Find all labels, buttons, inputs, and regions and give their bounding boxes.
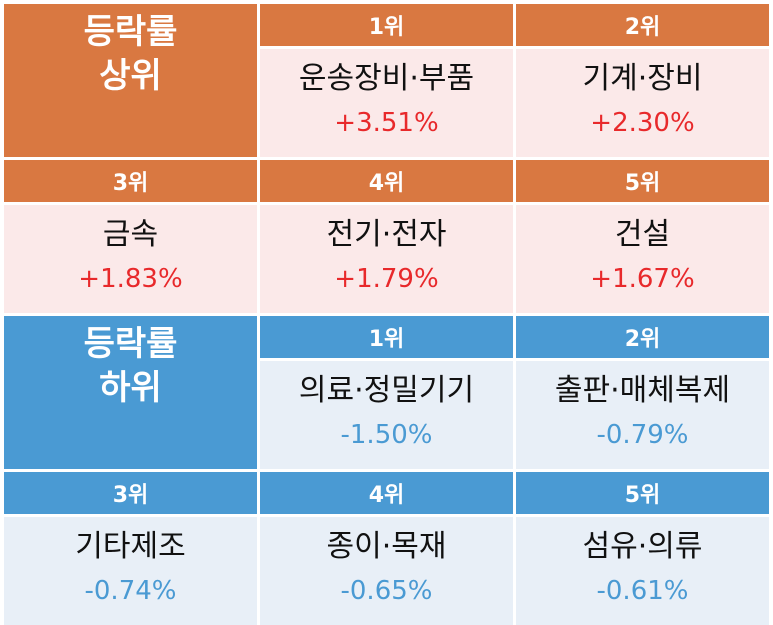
bottom-title-line1: 등락률	[83, 324, 178, 364]
bottom-rank-3: 3위	[4, 472, 257, 514]
top-title: 등락률 상위	[4, 4, 257, 157]
top-item-1: 운송장비·부품 +3.51%	[260, 49, 513, 157]
bottom-rank-4: 4위	[260, 472, 513, 514]
bottom-title: 등락률 하위	[4, 316, 257, 469]
change-value: -0.79%	[596, 420, 689, 450]
sector-name: 금속	[102, 217, 159, 252]
bottom-item-4: 종이·목재 -0.65%	[260, 517, 513, 625]
top-title-line1: 등락률	[83, 12, 178, 52]
change-value: -1.50%	[340, 420, 433, 450]
top-rank-4: 4위	[260, 160, 513, 202]
sector-name: 섬유·의류	[582, 529, 703, 564]
change-value: -0.65%	[340, 576, 433, 606]
sector-name: 건설	[614, 217, 671, 252]
top-item-5: 건설 +1.67%	[516, 205, 769, 313]
sector-name: 기타제조	[75, 529, 186, 564]
top-rank-2: 2위	[516, 4, 769, 46]
bottom-item-5: 섬유·의류 -0.61%	[516, 517, 769, 625]
top-rank-5: 5위	[516, 160, 769, 202]
top-title-line2: 상위	[99, 56, 162, 96]
sector-name: 의료·정밀기기	[298, 373, 475, 408]
change-value: -0.61%	[596, 576, 689, 606]
top-rank-3: 3위	[4, 160, 257, 202]
change-value: +1.83%	[78, 264, 183, 294]
sector-name: 운송장비·부품	[298, 61, 475, 96]
change-value: +2.30%	[590, 108, 695, 138]
bottom-rank-5: 5위	[516, 472, 769, 514]
ranking-table: 등락률 상위 1위 2위 운송장비·부품 +3.51% 기계·장비 +2.30%…	[4, 4, 769, 625]
sector-name: 기계·장비	[582, 61, 703, 96]
bottom-rank-2: 2위	[516, 316, 769, 358]
sector-name: 종이·목재	[326, 529, 447, 564]
bottom-item-3: 기타제조 -0.74%	[4, 517, 257, 625]
bottom-title-line2: 하위	[99, 368, 162, 408]
top-item-3: 금속 +1.83%	[4, 205, 257, 313]
top-item-4: 전기·전자 +1.79%	[260, 205, 513, 313]
top-rank-1: 1위	[260, 4, 513, 46]
change-value: -0.74%	[84, 576, 177, 606]
sector-name: 출판·매체복제	[554, 373, 731, 408]
bottom-item-1: 의료·정밀기기 -1.50%	[260, 361, 513, 469]
change-value: +1.67%	[590, 264, 695, 294]
top-item-2: 기계·장비 +2.30%	[516, 49, 769, 157]
bottom-rank-1: 1위	[260, 316, 513, 358]
bottom-item-2: 출판·매체복제 -0.79%	[516, 361, 769, 469]
sector-name: 전기·전자	[326, 217, 447, 252]
change-value: +1.79%	[334, 264, 439, 294]
change-value: +3.51%	[334, 108, 439, 138]
